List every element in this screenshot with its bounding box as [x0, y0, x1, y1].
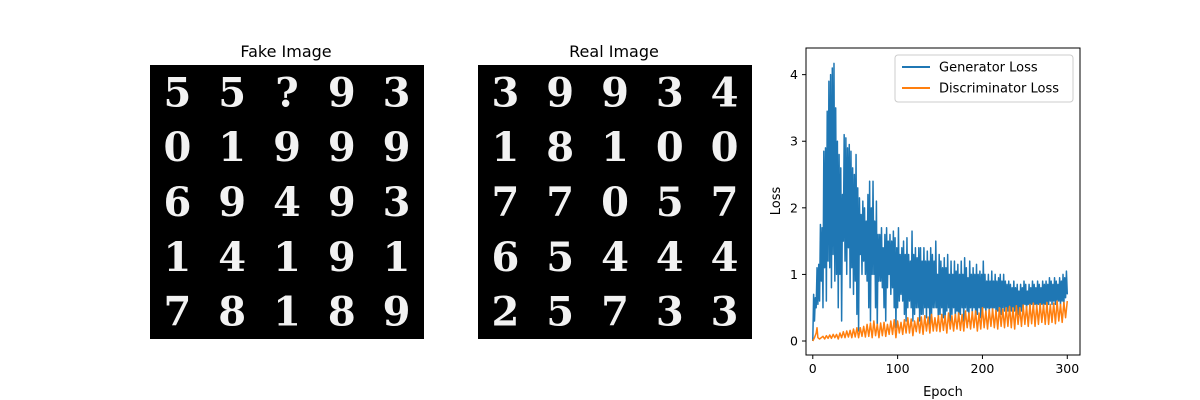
real-digit: 0: [601, 179, 629, 226]
fake-digit-grid: 5 5? 9 30 1 9 9 96 9 4 9 31 4 1 9 17 8 1 8 9: [163, 69, 410, 335]
y-tick-label: 2: [790, 200, 798, 215]
y-tick-label: 0: [790, 334, 798, 349]
real-image-title: Real Image: [569, 42, 659, 61]
fake-digit: 4: [273, 179, 301, 226]
legend-box: [894, 54, 1074, 103]
real-digit: 3: [711, 289, 739, 336]
real-digit: 0: [711, 124, 739, 171]
real-digit-grid: 3 9 9 3 41 8 1 0 07 7 0 5 76 5 4 4 42 5 7 3 3: [491, 69, 738, 335]
real-digit: 7: [546, 179, 574, 226]
fake-digit: 9: [383, 124, 411, 171]
x-tick-label: 300: [1055, 361, 1079, 376]
plot-frame: [805, 47, 1081, 356]
fake-digit: 1: [273, 289, 301, 336]
real-digit: 5: [656, 179, 684, 226]
legend-label-discriminator: Discriminator Loss: [939, 82, 1059, 97]
real-digit: 0: [656, 124, 684, 171]
fake-digit: 7: [163, 289, 191, 336]
fake-digit: 1: [273, 234, 301, 281]
legend-label-generator: Generator Loss: [939, 61, 1038, 76]
real-digit: 7: [601, 289, 629, 336]
fake-image-title: Fake Image: [240, 42, 331, 61]
fake-digit: 9: [218, 179, 246, 226]
fake-digit: 1: [163, 234, 191, 281]
fake-digit: 4: [218, 234, 246, 281]
x-tick-label: 200: [971, 361, 995, 376]
fake-digit: 5: [163, 69, 191, 116]
loss-chart: 0 100 200 300 0 1 2 3 4 Epoch Loss Generator Los…: [769, 47, 1081, 400]
generator-loss-line: [812, 62, 1069, 342]
real-image-panel: Real Image 3 9 9 3 41 8 1 0 07 7 0 5 76 5 4 4 42 5 7 3 3: [478, 42, 752, 339]
fake-digit: 9: [273, 124, 301, 171]
real-digit: 2: [491, 289, 519, 336]
real-digit: 1: [601, 124, 629, 171]
x-tick-label: 100: [886, 361, 910, 376]
fake-digit: 5: [218, 69, 246, 116]
axis-ticks: 0 100 200 300 0 1 2 3 4: [790, 67, 1079, 376]
fake-image-panel: Fake Image 5 5? 9 30 1 9 9 96 9 4 9 31 4 1 9 17 8 1 8 9: [150, 42, 424, 339]
fake-digit: 0: [163, 124, 191, 171]
real-digit: 4: [711, 69, 739, 116]
real-digit: 7: [711, 179, 739, 226]
fake-digit: 9: [328, 179, 356, 226]
real-digit: 3: [656, 289, 684, 336]
y-tick-label: 1: [790, 267, 798, 282]
fake-digit: 3: [383, 179, 411, 226]
discriminator-loss-line: [812, 300, 1069, 342]
real-digit: 8: [546, 124, 574, 171]
real-digit: 3: [491, 69, 519, 116]
real-digit: 3: [656, 69, 684, 116]
fake-digit: 1: [218, 124, 246, 171]
real-digit: 1: [491, 124, 519, 171]
y-axis-label: Loss: [769, 187, 784, 216]
real-digit: 9: [601, 69, 629, 116]
fake-digit: 6: [163, 179, 191, 226]
fake-digit: 3: [383, 69, 411, 116]
fake-digit: ?: [275, 69, 298, 116]
fake-image-canvas: [150, 65, 424, 339]
fake-digit: 9: [383, 289, 411, 336]
real-digit: 4: [656, 234, 684, 281]
real-digit: 5: [546, 234, 574, 281]
fake-digit: 8: [328, 289, 356, 336]
real-digit: 4: [711, 234, 739, 281]
fake-digit: 9: [328, 234, 356, 281]
fake-digit: 1: [383, 234, 411, 281]
chart-legend: Generator Loss Discriminator Loss: [894, 54, 1074, 103]
x-axis-label: Epoch: [923, 385, 963, 400]
real-digit: 7: [491, 179, 519, 226]
y-tick-label: 3: [790, 134, 798, 149]
loss-series-lines: [812, 62, 1069, 342]
y-tick-label: 4: [790, 67, 798, 82]
real-digit: 6: [491, 234, 519, 281]
real-digit: 5: [546, 289, 574, 336]
real-image-canvas: [478, 65, 752, 339]
x-tick-label: 0: [809, 361, 817, 376]
fake-digit: 8: [218, 289, 246, 336]
fake-digit: 9: [328, 69, 356, 116]
fake-digit: 9: [328, 124, 356, 171]
real-digit: 9: [546, 69, 574, 116]
real-digit: 4: [601, 234, 629, 281]
